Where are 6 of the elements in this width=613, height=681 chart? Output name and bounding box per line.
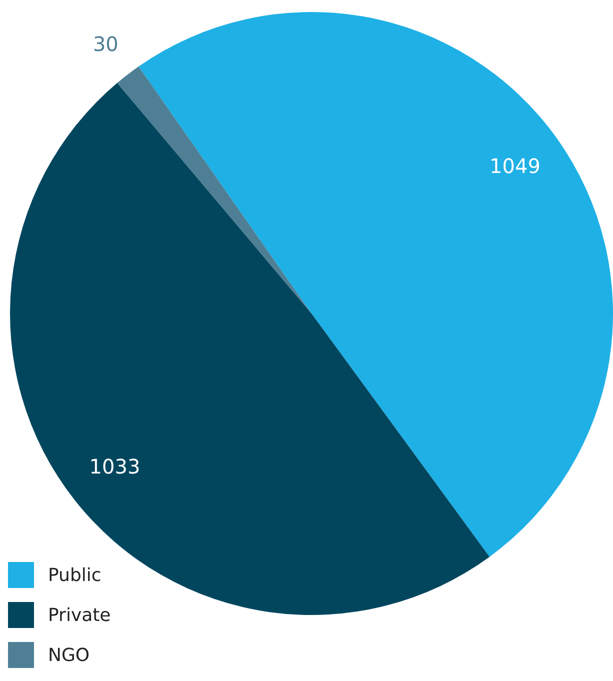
legend-label: Private xyxy=(48,604,111,626)
data-label: 30 xyxy=(92,32,118,56)
legend-label: Public xyxy=(48,564,102,586)
legend-label: NGO xyxy=(48,644,90,666)
data-label: 1033 xyxy=(89,454,140,478)
data-label: 1049 xyxy=(490,154,540,178)
